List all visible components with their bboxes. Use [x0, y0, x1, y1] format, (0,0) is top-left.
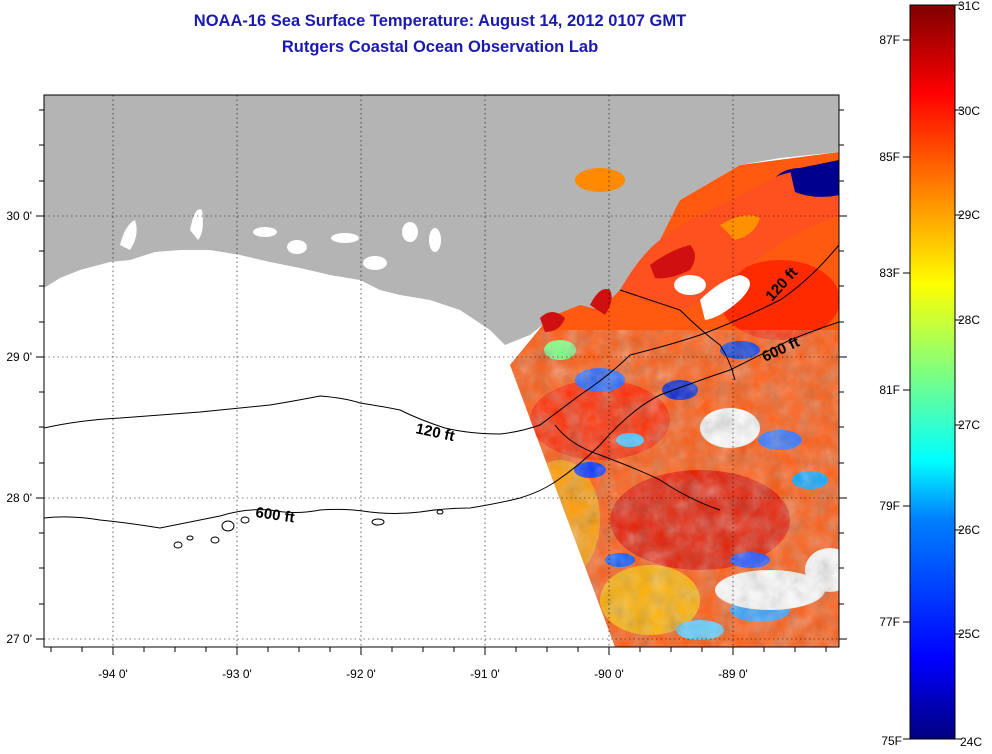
depth-contours: [44, 244, 839, 549]
colorbar-label-f: 77F: [879, 615, 900, 629]
colorbar: 87F 85F 83F 81F 79F 77F 75F 31C 30C 29C …: [879, 0, 982, 749]
lon-label: -94 0': [98, 667, 128, 681]
colorbar-label-f: 81F: [879, 383, 900, 397]
colorbar-label-c: 24C: [960, 735, 982, 749]
land-mass: [44, 95, 839, 345]
lat-label: 30 0': [6, 209, 32, 223]
map-subtitle: Rutgers Coastal Ocean Observation Lab: [281, 38, 599, 56]
lon-label: -93 0': [222, 667, 252, 681]
contour-600ft-west: [44, 321, 839, 529]
map-frame: [43, 94, 840, 648]
graticule: [44, 95, 839, 647]
colorbar-label-f: 83F: [879, 266, 900, 280]
colorbar-label-c: 30C: [958, 104, 980, 118]
colorbar-gradient: [909, 4, 956, 740]
colorbar-label-c: 31C: [958, 0, 980, 13]
colorbar-label-f: 85F: [879, 150, 900, 164]
colorbar-label-c: 25C: [958, 627, 980, 641]
lon-label: -89 0': [718, 667, 748, 681]
contour-label-600ft-west: 600 ft: [254, 504, 295, 526]
colorbar-label-f: 75F: [881, 734, 902, 748]
colorbar-label-c: 26C: [958, 523, 980, 537]
colorbar-label-f: 79F: [879, 499, 900, 513]
lon-label: -92 0': [346, 667, 376, 681]
lon-label: -91 0': [470, 667, 500, 681]
colorbar-label-c: 28C: [958, 313, 980, 327]
lat-label: 29 0': [6, 350, 32, 364]
lat-label: 27 0': [6, 632, 32, 646]
colorbar-label-c: 27C: [958, 418, 980, 432]
lon-label: -90 0': [594, 667, 624, 681]
axis-ticks: [36, 109, 847, 655]
colorbar-label-c: 29C: [958, 208, 980, 222]
contour-120ft-west: [44, 244, 839, 435]
map-title: NOAA-16 Sea Surface Temperature: August …: [193, 12, 687, 30]
colorbar-label-f: 87F: [879, 33, 900, 47]
lat-label: 28 0': [6, 491, 32, 505]
